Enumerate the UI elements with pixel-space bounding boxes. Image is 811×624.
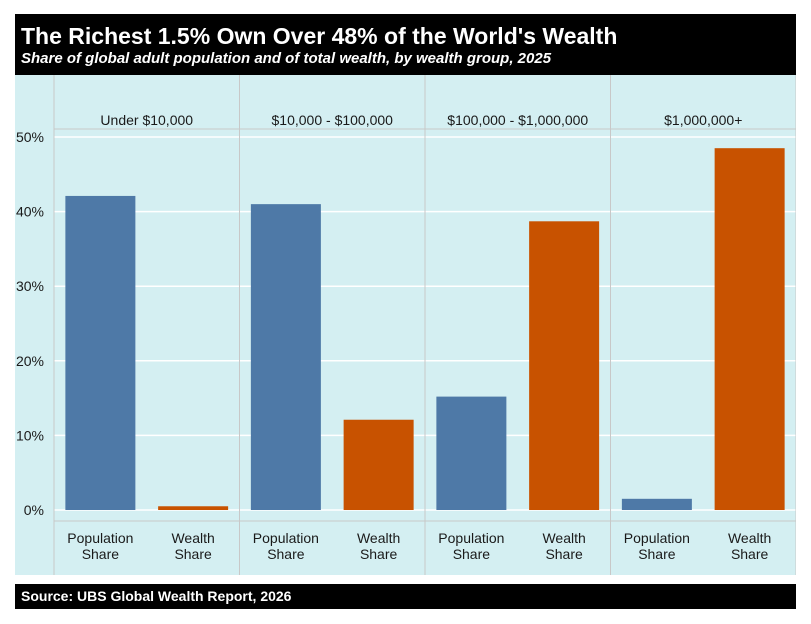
y-tick-label: 0%	[24, 502, 44, 518]
facet-label: Under $10,000	[100, 112, 193, 128]
x-tick-label: Population	[438, 530, 504, 546]
chart-title: The Richest 1.5% Own Over 48% of the Wor…	[21, 23, 618, 49]
x-tick-label: Share	[545, 546, 583, 562]
x-tick-label: Share	[731, 546, 769, 562]
chart-subtitle: Share of global adult population and of …	[21, 50, 552, 67]
facet-label: $1,000,000+	[664, 112, 742, 128]
bar	[158, 506, 229, 510]
x-tick-label: Wealth	[171, 530, 214, 546]
y-tick-label: 50%	[16, 129, 44, 145]
chart-area: 0% 10% 20% 30% 40% 50% Under $10,000 Population…	[15, 75, 796, 575]
x-tick-label: Wealth	[728, 530, 771, 546]
facet-label: $10,000 - $100,000	[272, 112, 394, 128]
facet-label: $100,000 - $1,000,000	[447, 112, 588, 128]
bar	[343, 419, 414, 510]
bar	[250, 204, 321, 510]
bar	[529, 221, 600, 510]
x-tick-label: Wealth	[357, 530, 400, 546]
x-tick-label: Share	[267, 546, 305, 562]
x-tick-label: Population	[253, 530, 319, 546]
x-tick-label: Population	[624, 530, 690, 546]
source-note: Source: UBS Global Wealth Report, 2026	[21, 588, 292, 604]
bar	[65, 195, 136, 510]
bar	[714, 148, 785, 510]
x-tick-label: Share	[453, 546, 491, 562]
title-bar: The Richest 1.5% Own Over 48% of the Wor…	[15, 14, 796, 75]
x-tick-label: Share	[360, 546, 398, 562]
y-tick-label: 10%	[16, 427, 44, 443]
x-tick-label: Share	[638, 546, 676, 562]
bar	[621, 498, 692, 510]
y-tick-label: 40%	[16, 204, 44, 220]
bar	[436, 396, 507, 510]
source-bar: Source: UBS Global Wealth Report, 2026	[15, 584, 796, 609]
faceted-bar-chart: 0% 10% 20% 30% 40% 50% Under $10,000 Population…	[16, 75, 796, 575]
x-tick-label: Population	[67, 530, 133, 546]
x-tick-label: Share	[174, 546, 212, 562]
x-tick-label: Share	[82, 546, 120, 562]
y-tick-label: 30%	[16, 278, 44, 294]
x-tick-label: Wealth	[542, 530, 585, 546]
y-tick-label: 20%	[16, 353, 44, 369]
